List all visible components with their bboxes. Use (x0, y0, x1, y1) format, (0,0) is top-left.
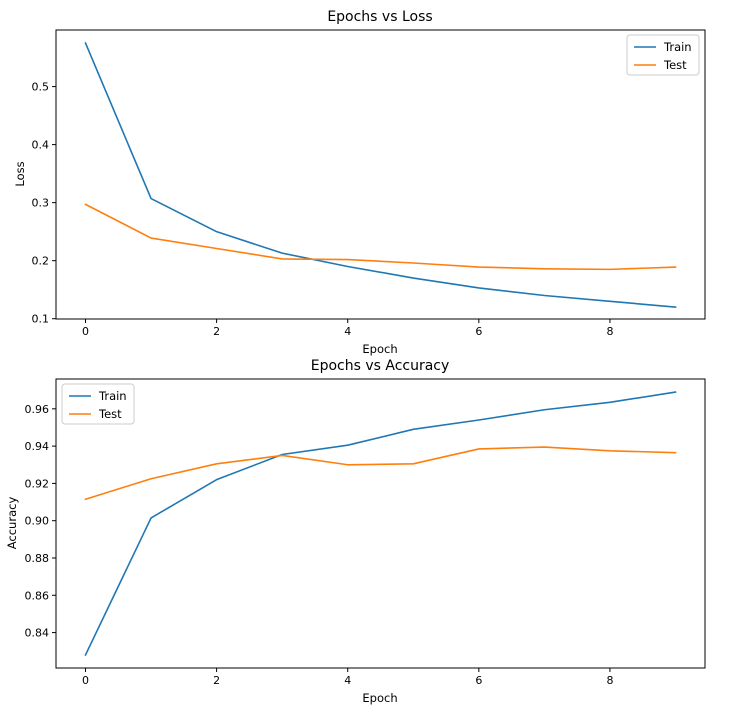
loss-chart-x-label: Epoch (362, 342, 397, 356)
loss-chart-x-tick-label: 4 (344, 325, 351, 338)
accuracy-chart-y-tick-label: 0.96 (25, 403, 50, 416)
accuracy-chart-y-ticks: 0.84 0.86 0.88 0.90 0.92 0.94 0.96 (25, 403, 56, 640)
accuracy-chart-y-tick-label: 0.94 (25, 440, 50, 453)
accuracy-chart: Epochs vs Accuracy 0 2 4 6 8 0.84 0.86 0.88 0.9… (5, 358, 706, 705)
loss-chart-x-tick-label: 2 (213, 325, 220, 338)
loss-chart: Epochs vs Loss 0 2 4 6 8 0.1 0.2 0.3 0.4 0.5 Epo… (13, 9, 706, 356)
loss-chart-x-tick-label: 8 (606, 325, 613, 338)
loss-chart-legend: Train Test (626, 34, 700, 76)
accuracy-chart-x-tick-label: 8 (606, 674, 613, 687)
loss-chart-frame (55, 29, 706, 320)
accuracy-chart-y-tick-label: 0.88 (25, 552, 50, 565)
accuracy-chart-x-tick-label: 6 (475, 674, 482, 687)
loss-chart-title: Epochs vs Loss (327, 9, 432, 25)
loss-chart-y-label: Loss (13, 161, 27, 186)
accuracy-chart-x-tick-label: 4 (344, 674, 351, 687)
accuracy-chart-x-tick-label: 0 (82, 674, 89, 687)
loss-chart-series-train-line (84, 42, 677, 308)
loss-chart-x-ticks: 0 2 4 6 8 (82, 319, 613, 338)
accuracy-chart-x-ticks: 0 2 4 6 8 (82, 668, 613, 687)
accuracy-chart-series-train-line (84, 391, 677, 657)
accuracy-chart-legend-label-train: Train (98, 389, 127, 403)
accuracy-chart-legend: Train Test (61, 383, 135, 425)
loss-chart-y-tick-label: 0.5 (32, 81, 50, 94)
loss-chart-x-tick-label: 6 (475, 325, 482, 338)
loss-chart-y-tick-label: 0.3 (32, 197, 50, 210)
loss-chart-legend-label-train: Train (663, 40, 692, 54)
accuracy-chart-y-label: Accuracy (5, 497, 19, 550)
accuracy-chart-y-tick-label: 0.84 (25, 627, 50, 640)
accuracy-chart-series-test-line (84, 446, 677, 501)
accuracy-chart-title: Epochs vs Accuracy (311, 358, 450, 374)
accuracy-chart-marks (84, 391, 677, 657)
accuracy-chart-y-tick-label: 0.92 (25, 477, 50, 490)
loss-chart-y-tick-label: 0.2 (32, 255, 50, 268)
loss-chart-marks (84, 42, 677, 308)
accuracy-chart-x-label: Epoch (362, 691, 397, 705)
accuracy-chart-y-tick-label: 0.86 (25, 589, 50, 602)
loss-chart-y-tick-label: 0.1 (32, 313, 50, 326)
loss-chart-series-test-line (84, 203, 677, 271)
accuracy-chart-legend-label-test: Test (98, 407, 122, 421)
accuracy-chart-frame (55, 378, 706, 669)
accuracy-chart-y-tick-label: 0.90 (25, 515, 50, 528)
loss-chart-y-tick-label: 0.4 (32, 139, 50, 152)
loss-chart-legend-label-test: Test (663, 58, 687, 72)
loss-chart-y-ticks: 0.1 0.2 0.3 0.4 0.5 (32, 81, 56, 326)
loss-chart-x-tick-label: 0 (82, 325, 89, 338)
accuracy-chart-x-tick-label: 2 (213, 674, 220, 687)
